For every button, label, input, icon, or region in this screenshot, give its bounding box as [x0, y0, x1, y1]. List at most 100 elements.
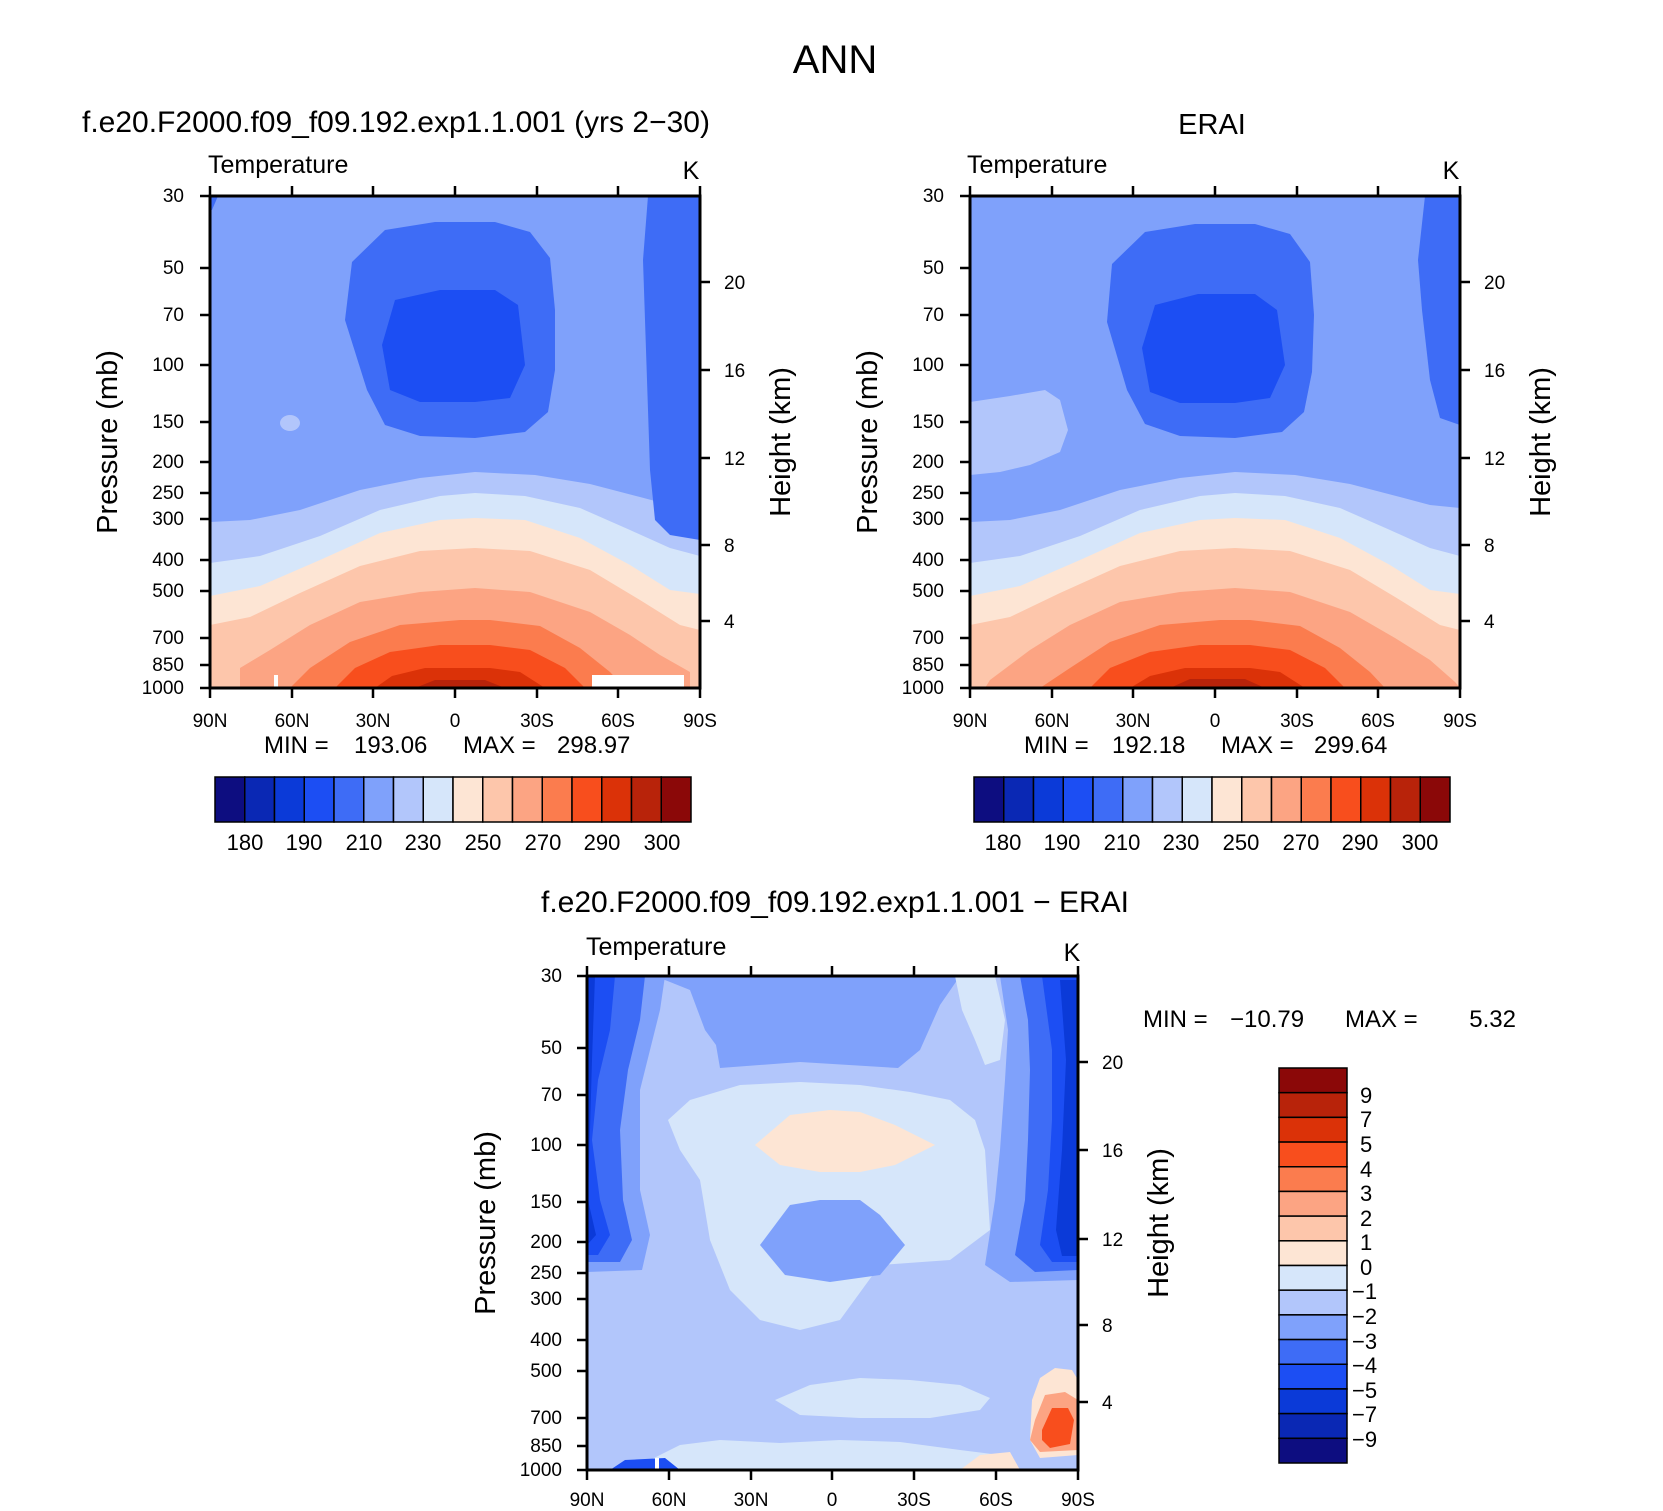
diff-bottom-light: [640, 1440, 1010, 1470]
model-colorbar-box: [273, 776, 305, 823]
model-colorbar: [214, 776, 692, 823]
diff-x-tick: 60N: [652, 1490, 687, 1511]
diff-y-tick-labels: 30 50 70 100 150 200 250 300 400 500 700…: [520, 966, 562, 1481]
obs-min-value: 192.18: [1112, 732, 1185, 759]
model-corner-patch: [210, 196, 218, 210]
model-y2-tick-labels: 20 16 12 8 4: [724, 273, 745, 633]
obs-colorbar-box: [1419, 776, 1451, 823]
model-ylabel: Pressure (mb): [92, 350, 124, 534]
obs-cbar-label: 270: [1283, 830, 1320, 855]
diff-cream-lens: [755, 1110, 935, 1172]
obs-x-tick: 60S: [1361, 711, 1395, 732]
model-cbar-label: 290: [584, 830, 621, 855]
diff-axis-ticks: [577, 966, 1088, 1480]
diff-max-value: 5.32: [1469, 1006, 1516, 1033]
obs-inner-core: [1142, 294, 1285, 403]
obs-colorbar-labels: 180 190 210 230 250 270 290 300: [985, 830, 1439, 855]
obs-band-dark-red: [1170, 679, 1265, 688]
diff-cbar-label: −4: [1352, 1353, 1377, 1378]
diff-y-tick: 250: [530, 1263, 562, 1284]
obs-y-tick: 500: [912, 581, 944, 602]
diff-y-tick: 700: [530, 1408, 562, 1429]
diff-colorbar-box: [1278, 1363, 1348, 1390]
diff-y-tick: 70: [541, 1085, 562, 1106]
diff-cbar-label: −5: [1352, 1378, 1377, 1403]
diff-upper-band: [655, 976, 960, 1068]
diff-x-tick-labels: 90N 60N 30N 0 30S 60S 90S: [570, 1490, 1095, 1511]
model-x-tick: 90N: [193, 711, 228, 732]
model-y-tick: 250: [152, 483, 184, 504]
obs-x-tick: 30S: [1280, 711, 1314, 732]
diff-x-tick: 30N: [734, 1490, 769, 1511]
obs-cbar-label: 290: [1342, 830, 1379, 855]
obs-ylabel: Pressure (mb): [852, 350, 884, 534]
model-band-deep-orange: [375, 668, 545, 688]
obs-cbar-label: 230: [1163, 830, 1200, 855]
model-y2-tick: 20: [724, 273, 745, 294]
diff-y-tick: 850: [530, 1436, 562, 1457]
model-x-tick: 60S: [601, 711, 635, 732]
model-y2-tick: 16: [724, 361, 745, 382]
model-y2-tick: 12: [724, 449, 745, 470]
obs-y-tick: 250: [912, 483, 944, 504]
diff-y-tick: 150: [530, 1192, 562, 1213]
model-colorbar-box: [630, 776, 662, 823]
model-gap-right: [592, 675, 684, 688]
model-cbar-label: 210: [346, 830, 383, 855]
model-units-label: K: [683, 157, 700, 185]
model-cbar-label: 250: [465, 830, 502, 855]
obs-max-label: MAX =: [1221, 732, 1294, 759]
diff-y2-tick: 4: [1102, 1393, 1113, 1414]
obs-x-tick: 90S: [1443, 711, 1477, 732]
model-colorbar-box: [244, 776, 276, 823]
obs-colorbar-box: [1003, 776, 1035, 823]
model-colorbar-box: [303, 776, 335, 823]
model-contour-field: [210, 196, 700, 688]
obs-y-tick-labels: 30 50 70 100 150 200 250 300 400 500 700…: [902, 186, 944, 699]
obs-colorbar-box: [1032, 776, 1064, 823]
diff-cbar-label: −2: [1352, 1304, 1377, 1329]
model-band-dark-red: [415, 680, 505, 688]
obs-colorbar-box: [1389, 776, 1421, 823]
panel-diff: f.e20.F2000.f09_f09.192.exp1.1.001 − ERA…: [470, 886, 1516, 1511]
model-y-tick: 200: [152, 452, 184, 473]
diff-colorbar-box: [1278, 1141, 1348, 1168]
model-x-tick: 30S: [520, 711, 554, 732]
diff-y2-tick: 8: [1102, 1316, 1113, 1337]
obs-colorbar-box: [1300, 776, 1332, 823]
diff-right-wall-edge: [1056, 980, 1078, 1256]
obs-subtitle: ERAI: [1178, 109, 1246, 141]
diff-bottom-cream: [960, 1452, 1020, 1470]
diff-colorbar-box: [1278, 1412, 1348, 1440]
obs-colorbar-box: [1211, 776, 1243, 823]
model-cbar-label: 190: [286, 830, 323, 855]
diff-colorbar-box: [1278, 1215, 1348, 1242]
obs-y2-tick: 12: [1484, 449, 1505, 470]
obs-colorbar-box: [1181, 776, 1213, 823]
model-y-tick: 50: [163, 258, 184, 279]
model-subtitle: f.e20.F2000.f09_f09.192.exp1.1.001 (yrs …: [82, 106, 710, 139]
model-colorbar-box: [363, 776, 395, 823]
obs-y-tick: 850: [912, 655, 944, 676]
diff-colorbar-box: [1278, 1289, 1348, 1316]
obs-colorbar-box: [1360, 776, 1392, 823]
model-min-value: 193.06: [354, 732, 427, 759]
obs-x-tick: 0: [1210, 711, 1221, 732]
model-inner-core: [382, 290, 525, 402]
diff-cbar-label: 1: [1360, 1230, 1372, 1255]
obs-x-tick: 90N: [953, 711, 988, 732]
diff-hot-spot-core: [1042, 1408, 1074, 1448]
diff-colorbar-box: [1278, 1190, 1348, 1217]
diff-x-tick: 30S: [897, 1490, 931, 1511]
obs-colorbar-box: [1092, 776, 1124, 823]
model-cbar-label: 270: [525, 830, 562, 855]
model-y-tick: 700: [152, 628, 184, 649]
diff-colorbar-box: [1278, 1264, 1348, 1291]
obs-y-tick: 30: [923, 186, 944, 207]
model-x-tick-labels: 90N 60N 30N 0 30S 60S 90S: [193, 711, 717, 732]
obs-y2-tick: 20: [1484, 273, 1505, 294]
model-colorbar-box: [601, 776, 633, 823]
model-colorbar-box: [422, 776, 454, 823]
obs-y-tick: 50: [923, 258, 944, 279]
obs-y-tick: 200: [912, 452, 944, 473]
